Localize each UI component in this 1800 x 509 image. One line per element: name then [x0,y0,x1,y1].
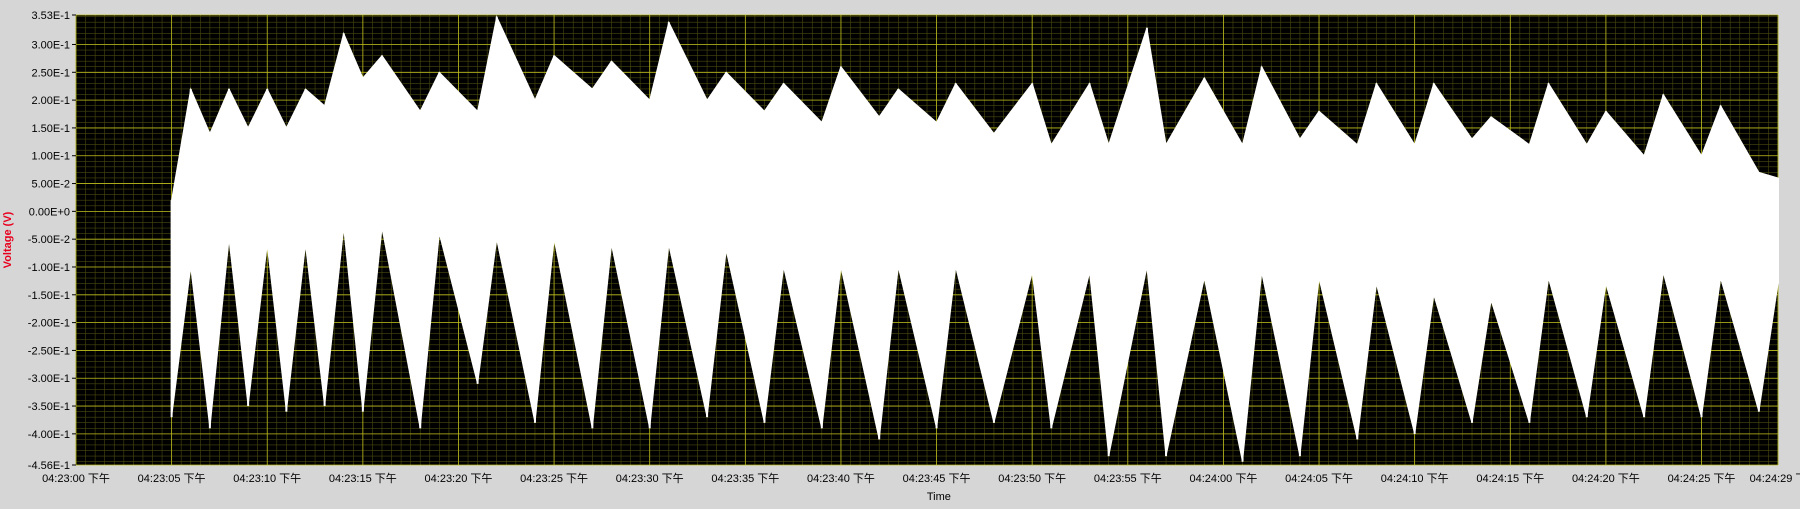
x-tick-label: 04:23:05 下午 [138,472,206,485]
y-tick-label: 1.50E-1 [31,123,70,135]
x-tick-label: 04:23:55 下午 [1094,472,1162,485]
y-tick-label: -5.00E-2 [28,234,70,246]
x-tick-label: 04:23:40 下午 [807,472,875,485]
x-tick-label: 04:23:35 下午 [711,472,779,485]
y-tick-label: 1.00E-1 [31,151,70,163]
y-axis-label: Voltage (V) [2,211,14,268]
y-tick-label: 2.00E-1 [31,95,70,107]
x-tick-label: 04:23:20 下午 [425,472,493,485]
y-tick-label: 3.53E-1 [31,10,70,22]
x-tick-label: 04:23:50 下午 [998,472,1066,485]
x-tick-label: 04:24:29 下 [1750,473,1800,485]
y-tick-label: -2.50E-1 [28,345,70,357]
x-tick-label: 04:24:00 下午 [1189,472,1257,485]
x-tick-label: 04:23:15 下午 [329,472,397,485]
y-tick-label: -1.00E-1 [28,262,70,274]
x-tick-label: 04:23:00 下午 [42,472,110,485]
y-tick-label: 2.50E-1 [31,67,70,79]
y-tick-label: -1.50E-1 [28,290,70,302]
x-tick-label: 04:24:15 下午 [1476,472,1544,485]
x-tick-label: 04:23:25 下午 [520,472,588,485]
x-tick-label: 04:24:10 下午 [1381,472,1449,485]
x-tick-label: 04:24:20 下午 [1572,472,1640,485]
y-tick-label: 3.00E-1 [31,39,70,51]
y-tick-label: -4.00E-1 [28,429,70,441]
y-tick-label: -2.00E-1 [28,318,70,330]
y-tick-label: 0.00E+0 [29,206,70,218]
x-tick-label: 04:23:10 下午 [233,472,301,485]
y-tick-label: -3.50E-1 [28,401,70,413]
x-tick-label: 04:24:25 下午 [1668,472,1736,485]
x-tick-label: 04:23:45 下午 [903,472,971,485]
y-tick-label: -4.56E-1 [28,460,70,472]
x-tick-label: 04:23:30 下午 [616,472,684,485]
y-tick-label: -3.00E-1 [28,373,70,385]
x-axis-label: Time [927,491,951,503]
y-tick-label: 5.00E-2 [31,179,70,191]
x-tick-label: 04:24:05 下午 [1285,472,1353,485]
